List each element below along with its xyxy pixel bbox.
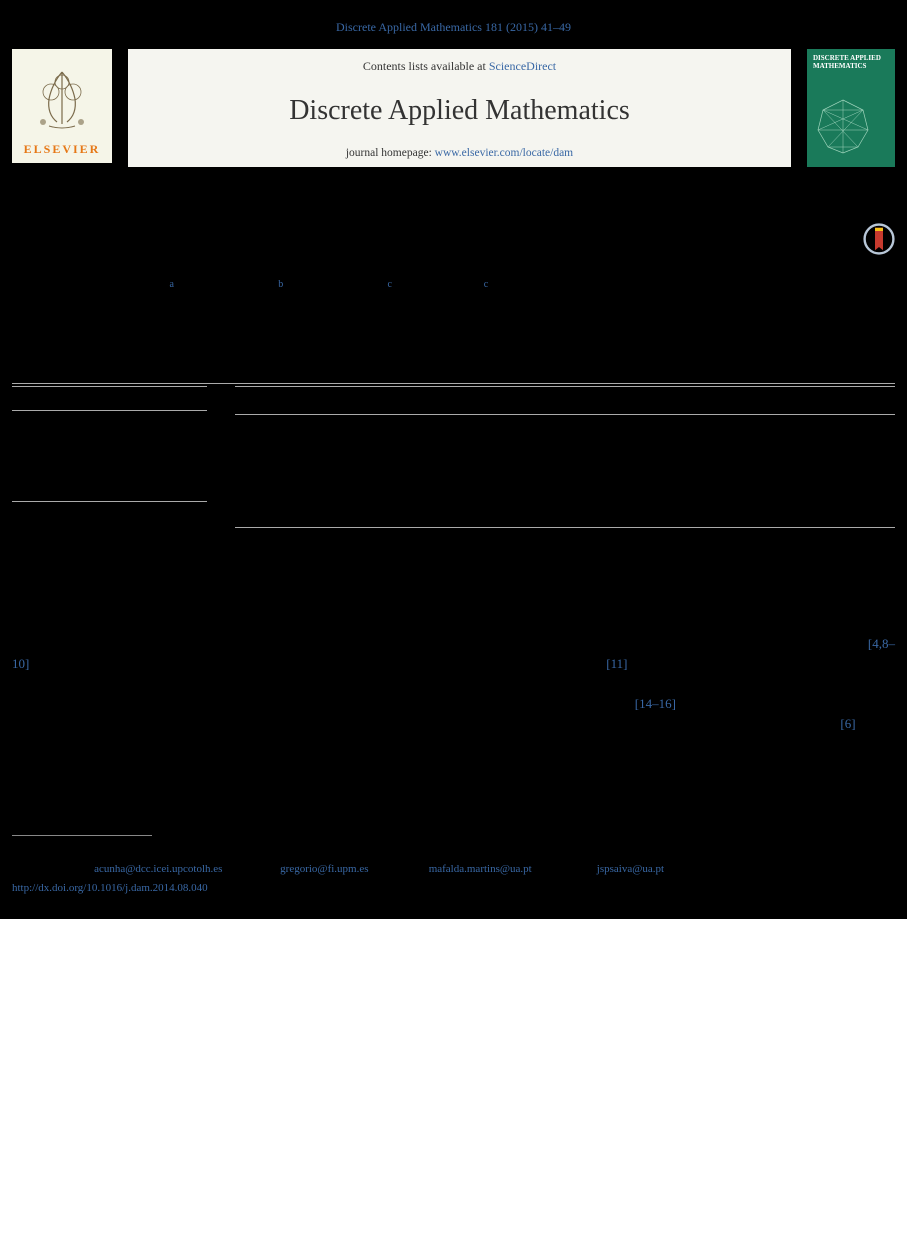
cover-title: DISCRETE APPLIED MATHEMATICS [813,55,889,70]
aff-sup[interactable]: c [484,279,488,290]
text: The recognition of interval graphs has b… [30,636,868,651]
email-link[interactable]: gregorio@fi.upm.es [280,863,368,875]
affiliation-c: c Instituto de Engenharia Electrónica e … [12,346,895,365]
elsevier-tree-icon [27,64,97,138]
keywords-label: Keywords: [12,502,207,518]
affiliation-a: a Instituto de Ciências Exatas e Informá… [12,308,895,327]
issn-text: 0166-218X/© 2014 Elsevier B.V. All right… [12,895,895,907]
affiliation-b: b Departamento de Sistemas Informáticos,… [12,327,895,346]
history-label: Article history: [12,411,207,427]
top-banner: ELSEVIER Contents lists available at Sci… [12,49,895,167]
keywords-block: Keywords: Interval graph completion Layo… [12,502,207,566]
text: ), the [584,716,616,731]
section-heading-intro: 1. Introduction [12,606,895,622]
contents-line: Contents lists available at ScienceDirec… [363,59,556,74]
history-item: Accepted 12 August 2014 [12,459,207,475]
history-item: Received 26 July 2013 [12,427,207,443]
info-abstract-row: A R T I C L E I N F O Article history: R… [12,386,895,575]
article-history: Article history: Received 26 July 2013 R… [12,411,207,491]
footnote-corr: ∗ Corresponding author. Fax: +351 234370… [12,842,895,861]
article-title: An integer programming model for the Min… [12,217,772,246]
corr-text: Corresponding author. Fax: +351 23437054… [22,847,223,859]
abstract-text: The Minimum Interval Graph Completion Pr… [235,425,895,497]
keyword: Integer programming [12,550,207,566]
article-info: A R T I C L E I N F O Article history: R… [12,386,207,575]
italic-term: stretch [616,716,651,731]
citation-link[interactable]: [11] [606,656,627,671]
history-item: Received in revised form 11 August 2014 [12,443,207,459]
math: φ : V → {1, . . . , n = |V|} [442,716,584,731]
email-who: (M. Martins) [534,863,591,875]
abstract-column: A B S T R A C T The Minimum Interval Gra… [235,386,895,575]
intro-para-1: The recognition of interval graphs has b… [12,634,895,795]
crossmark-icon[interactable] [863,223,895,255]
authors: Alexandre Salles da Cunhaa, Gregorio Muñ… [12,279,895,298]
author-0: Alexandre Salles da Cunha [12,281,169,297]
email-who: (G. Muñoz) [371,863,423,875]
page-wrapper: Discrete Applied Mathematics 181 (2015) … [0,0,907,919]
author-1: Gregorio Muñoz [181,281,278,297]
text: of an edge [651,716,715,731]
keyword: Interval graph completion [12,518,207,534]
homepage-prefix: journal homepage: [346,147,435,159]
elsevier-label: ELSEVIER [24,142,101,157]
header-citation: Discrete Applied Mathematics 181 (2015) … [12,12,895,49]
citation-link[interactable]: [6] [840,716,855,731]
author-3: João Saraiva [410,281,484,297]
text: (a bijective function [327,716,442,731]
keyword: Layout problems [12,534,207,550]
email-who: (J. Saraiva) [667,863,717,875]
banner-center: Contents lists available at ScienceDirec… [128,49,791,167]
info-heading: A R T I C L E I N F O [12,395,207,406]
corr-star[interactable]: ,∗ [392,279,403,290]
contents-prefix: Contents lists available at [363,59,489,73]
email-label: E-mail addresses: [12,863,91,875]
author-2: Mafalda Martins [290,281,387,297]
text: ). The Minimum Interval Graph Completion… [29,656,606,671]
math: uv ∈ E [715,716,755,731]
homepage-link[interactable]: www.elsevier.com/locate/dam [435,147,573,159]
email-link[interactable]: acunha@dcc.icei.upcotolh.es [94,863,222,875]
journal-cover[interactable]: DISCRETE APPLIED MATHEMATICS [807,49,895,167]
aff-sup[interactable]: b [278,279,283,290]
aff-sup[interactable]: a [169,279,173,290]
sciencedirect-link[interactable]: ScienceDirect [489,59,556,73]
journal-display-name: Discrete Applied Mathematics [289,95,630,127]
email-link[interactable]: jspsaiva@ua.pt [597,863,664,875]
italic-term: stretch [572,696,607,711]
citation-link[interactable]: [14–16] [635,696,676,711]
text: embedding of [241,716,318,731]
title-row: An integer programming model for the Min… [12,217,895,255]
homepage-line: journal homepage: www.elsevier.com/locat… [346,147,573,159]
elsevier-logo[interactable]: ELSEVIER [12,49,112,163]
rule-top [12,383,895,384]
cover-graphic-icon [813,95,873,155]
footnote-rule [12,835,152,836]
email-link[interactable]: mafalda.martins@ua.pt [429,863,532,875]
footnote-emails: E-mail addresses: acunha@dcc.icei.upcoto… [12,861,895,878]
abstract-copyright: © 2014 Elsevier B.V. All rights reserved… [235,507,895,519]
doi-link[interactable]: http://dx.doi.org/10.1016/j.dam.2014.08.… [12,882,895,894]
affiliations: a Instituto de Ciências Exatas e Informá… [12,308,895,365]
text: (see [607,696,635,711]
email-who: (A. Cunha) [225,863,275,875]
history-item: Available online 6 September 2014 [12,475,207,491]
abstract-heading: A B S T R A C T [235,395,895,406]
